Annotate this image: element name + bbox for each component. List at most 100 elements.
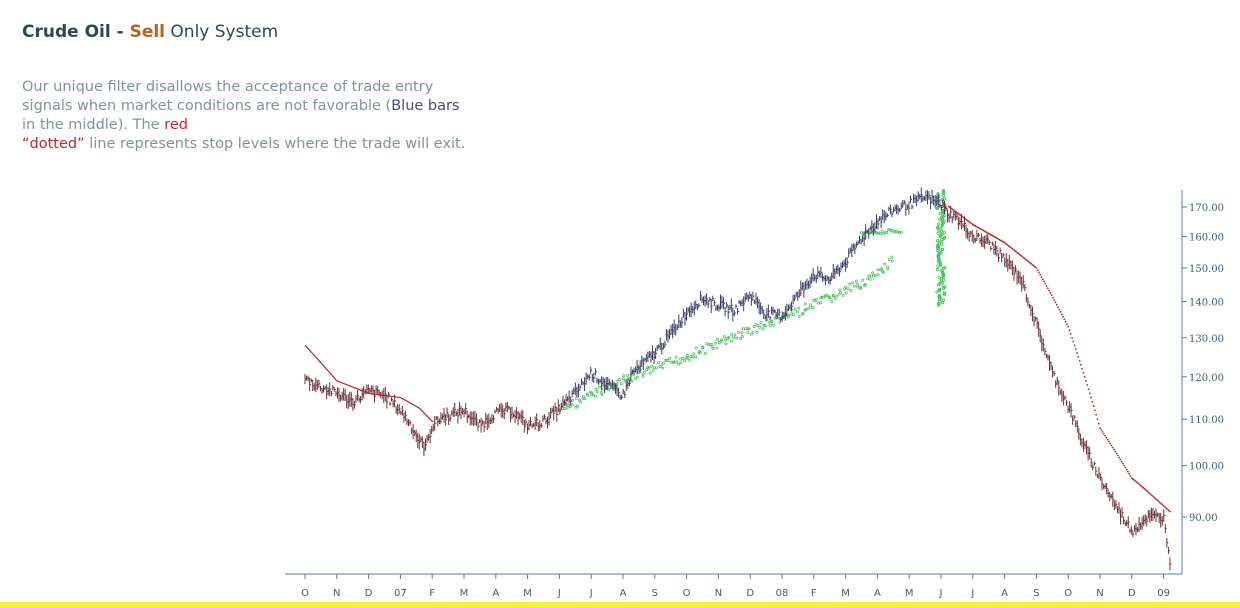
x-tick-label: S [652,588,658,599]
entry-signal-mark [866,277,870,281]
desc-part3: line represents stop levels where the tr… [84,136,466,152]
stop-point [1087,388,1090,391]
stop-point [1016,251,1019,254]
entry-signal-mark [737,331,740,334]
entry-signal-mark [740,335,744,338]
entry-signal-mark [683,359,687,363]
stop-point [1038,271,1040,274]
entry-signal-mark [594,387,598,391]
stop-point [1012,248,1015,251]
stop-point [1152,495,1155,498]
stop-point [950,207,953,210]
stop-point [1006,243,1009,246]
entry-signal-mark [890,255,894,259]
stop-point [1104,434,1106,437]
stop-point [1106,438,1109,441]
x-tick-label: O [683,588,691,599]
entry-signal-mark [851,281,855,285]
entry-signal-mark [581,396,585,400]
entry-signal-mark [660,363,664,367]
stop-point [1135,481,1138,484]
stop-point [1029,261,1031,264]
entry-signal-mark [941,194,945,198]
entry-signal-mark [839,290,843,294]
entry-signal-mark [658,364,662,368]
stop-point [1007,244,1010,247]
entry-signal-mark [741,327,745,331]
entry-signal-mark [787,313,791,317]
entry-signal-mark [942,219,946,223]
x-tick-label: A [620,588,627,599]
entry-signal-mark [735,336,739,340]
entry-signal-mark [815,297,818,301]
entry-signal-mark [619,382,623,386]
stop-point [964,217,967,220]
stop-point [1045,285,1048,287]
entry-signal-mark [677,362,680,366]
stop-point [1078,359,1081,362]
entry-signal-mark [935,268,939,272]
stop-point [1120,460,1123,463]
entry-signal-mark [763,324,767,327]
stop-point [955,211,958,214]
entry-signal-mark [674,355,678,359]
stop-point [1141,485,1143,488]
entry-signal-mark [879,232,883,236]
stop-point [1082,371,1085,374]
entry-signal-mark [832,294,836,298]
stop-point [1052,296,1054,299]
entry-signal-mark [876,273,880,277]
entry-signal-mark [730,332,734,336]
stop-point [1108,440,1110,443]
stop-point [1133,479,1136,482]
entry-signal-mark [730,339,734,343]
entry-signal-mark [703,352,707,355]
entry-signal-mark [669,360,673,364]
entry-signal-mark [856,285,860,289]
entry-signal-mark [617,378,621,382]
stop-point [1096,418,1099,421]
entry-signal-mark [661,366,665,370]
title-instrument: Crude Oil - [22,22,130,42]
entry-signal-mark [938,212,942,216]
entry-signal-mark [685,354,689,358]
entry-signal-mark [708,342,712,346]
x-tick-label: D [746,588,754,599]
entry-signal-mark [936,243,940,247]
desc-blue-bars: Blue bars [391,98,460,114]
y-tick-label: 130.00 [1189,334,1224,345]
stop-point [1067,325,1070,328]
entry-signal-mark [595,390,599,394]
x-tick-label: F [811,588,817,599]
entry-signal-mark [936,239,940,243]
entry-signal-mark [575,397,578,400]
stop-point [970,222,973,225]
entry-signal-mark [938,218,942,222]
stop-point [1039,273,1042,276]
stop-point [1105,436,1108,439]
stop-point [1083,375,1086,378]
stop-point [1031,263,1034,266]
entry-signal-mark [621,377,625,381]
x-tick-label: M [841,588,850,599]
stop-point [1110,444,1113,447]
entry-signal-mark [732,335,735,339]
entry-signal-mark [803,302,807,306]
stop-point [968,220,970,223]
entry-signal-mark [867,274,871,278]
stop-point [1147,491,1150,494]
x-tick-label: O [301,588,309,599]
entry-signal-mark [698,351,702,354]
entry-signal-mark [880,267,884,271]
entry-signal-mark [668,357,672,360]
stop-point [1169,510,1171,513]
entry-signal-mark [679,361,683,365]
x-tick-label: J [589,588,593,599]
entry-signal-mark [722,335,726,339]
entry-signal-mark [787,315,791,319]
x-tick-label: N [333,588,340,599]
y-tick-label: 120.00 [1189,373,1224,384]
entry-signal-mark [849,289,853,292]
stop-point [1008,245,1011,248]
stop-point [1166,508,1169,511]
